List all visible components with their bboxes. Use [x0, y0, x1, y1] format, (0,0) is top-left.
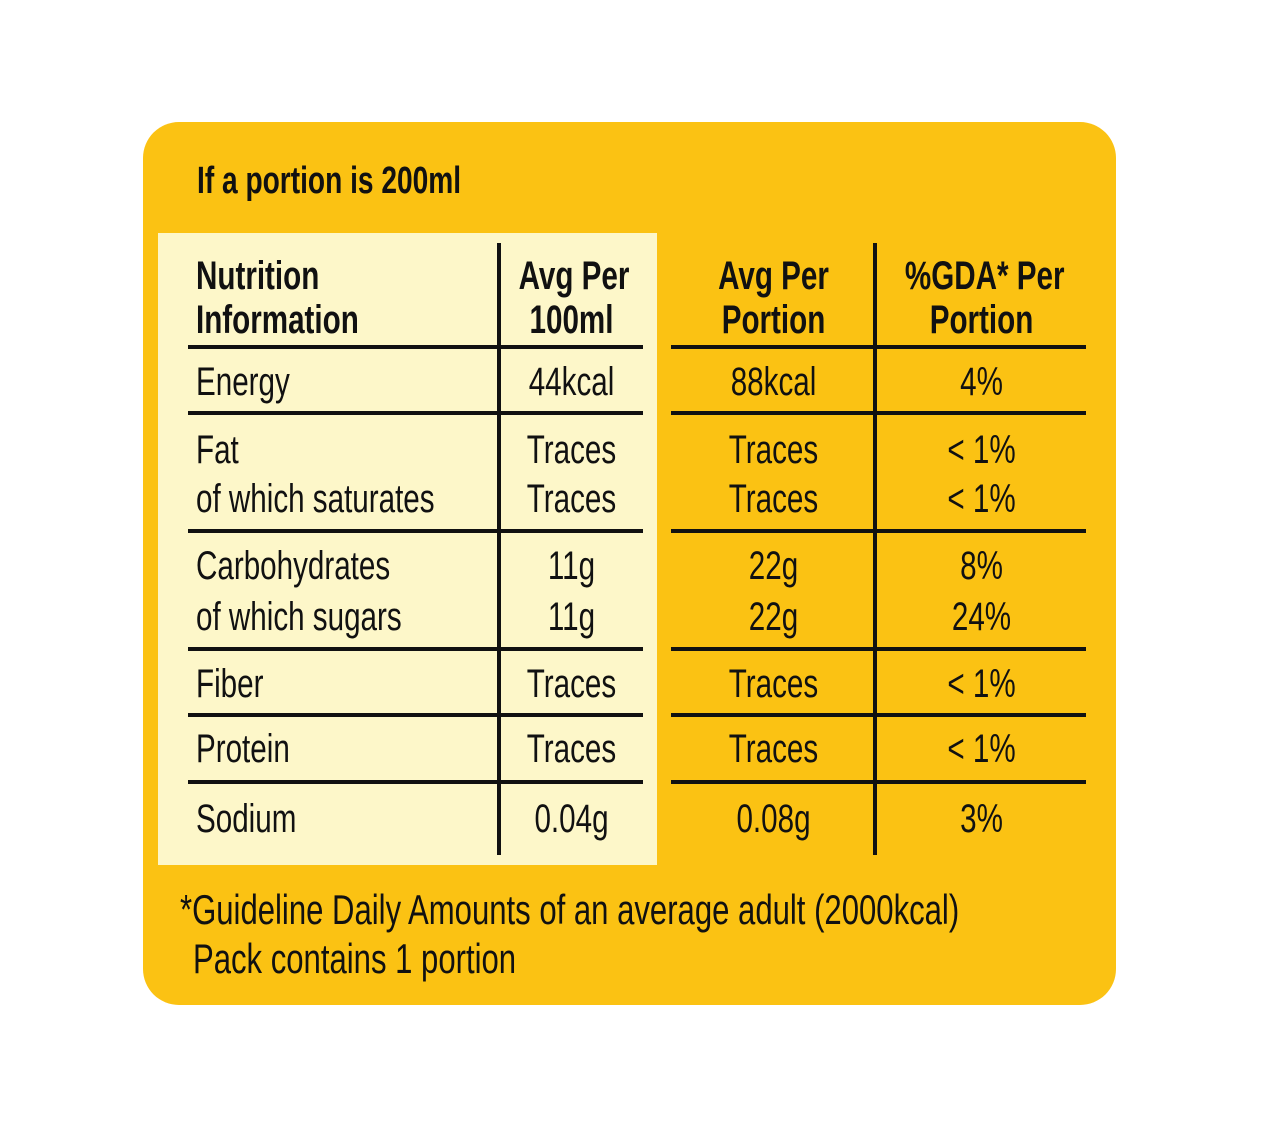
header-portion-line2: Portion: [721, 298, 826, 342]
row-divider: [188, 529, 643, 533]
row-saturates-per100: Traces: [526, 477, 617, 521]
row-divider: [671, 647, 1086, 651]
footnote-gda: *Guideline Daily Amounts of an average a…: [180, 886, 960, 933]
column-divider: [873, 243, 877, 855]
footnote-pack: Pack contains 1 portion: [193, 935, 517, 982]
row-sugars-label: of which sugars: [196, 595, 402, 639]
header-nutrition-line2: Information: [196, 298, 359, 342]
row-carbohydrates-portion: 22g: [748, 544, 799, 588]
row-protein-portion: Traces: [728, 727, 819, 771]
header-per100-line2: 100ml: [529, 298, 614, 342]
per-100ml-background: [158, 233, 657, 865]
row-divider: [671, 345, 1086, 349]
row-sodium-gda: 3%: [960, 797, 1003, 841]
row-carbohydrates-label: Carbohydrates: [196, 544, 391, 588]
header-gda-line1: %GDA* Per: [904, 254, 1065, 298]
header-nutrition-line1: Nutrition: [196, 254, 320, 298]
row-energy-gda: 4%: [960, 360, 1003, 404]
portion-heading: If a portion is 200ml: [197, 160, 462, 202]
row-energy-per100: 44kcal: [528, 360, 615, 404]
row-divider: [188, 780, 643, 784]
header-portion-line1: Avg Per: [718, 254, 829, 298]
row-energy-portion: 88kcal: [730, 360, 817, 404]
row-energy-label: Energy: [196, 360, 290, 404]
row-divider: [671, 529, 1086, 533]
row-divider: [671, 780, 1086, 784]
row-carbohydrates-gda: 8%: [960, 544, 1003, 588]
row-fiber-gda: < 1%: [947, 662, 1016, 706]
row-sugars-per100: 11g: [547, 595, 596, 639]
row-divider: [671, 411, 1086, 415]
row-sugars-portion: 22g: [748, 595, 799, 639]
row-protein-per100: Traces: [526, 727, 617, 771]
row-sodium-per100: 0.04g: [534, 797, 609, 841]
row-fat-label: Fat: [196, 428, 239, 472]
row-protein-label: Protein: [196, 727, 290, 771]
row-divider: [671, 713, 1086, 717]
row-divider: [188, 411, 643, 415]
header-per100-line1: Avg Per: [518, 254, 630, 298]
row-fiber-per100: Traces: [526, 662, 617, 706]
row-saturates-label: of which saturates: [196, 477, 435, 521]
row-protein-gda: < 1%: [947, 727, 1016, 771]
row-saturates-gda: < 1%: [947, 477, 1016, 521]
row-divider: [188, 713, 643, 717]
row-sodium-label: Sodium: [196, 797, 297, 841]
row-sugars-gda: 24%: [951, 595, 1012, 639]
row-sodium-portion: 0.08g: [736, 797, 811, 841]
row-divider: [188, 647, 643, 651]
row-carbohydrates-per100: 11g: [547, 544, 596, 588]
row-fiber-label: Fiber: [196, 662, 264, 706]
row-divider: [188, 345, 643, 349]
row-fat-portion: Traces: [728, 428, 819, 472]
header-gda-line2: Portion: [929, 298, 1034, 342]
row-fiber-portion: Traces: [728, 662, 819, 706]
row-saturates-portion: Traces: [728, 477, 819, 521]
row-fat-per100: Traces: [526, 428, 617, 472]
column-divider: [497, 243, 501, 855]
row-fat-gda: < 1%: [947, 428, 1016, 472]
